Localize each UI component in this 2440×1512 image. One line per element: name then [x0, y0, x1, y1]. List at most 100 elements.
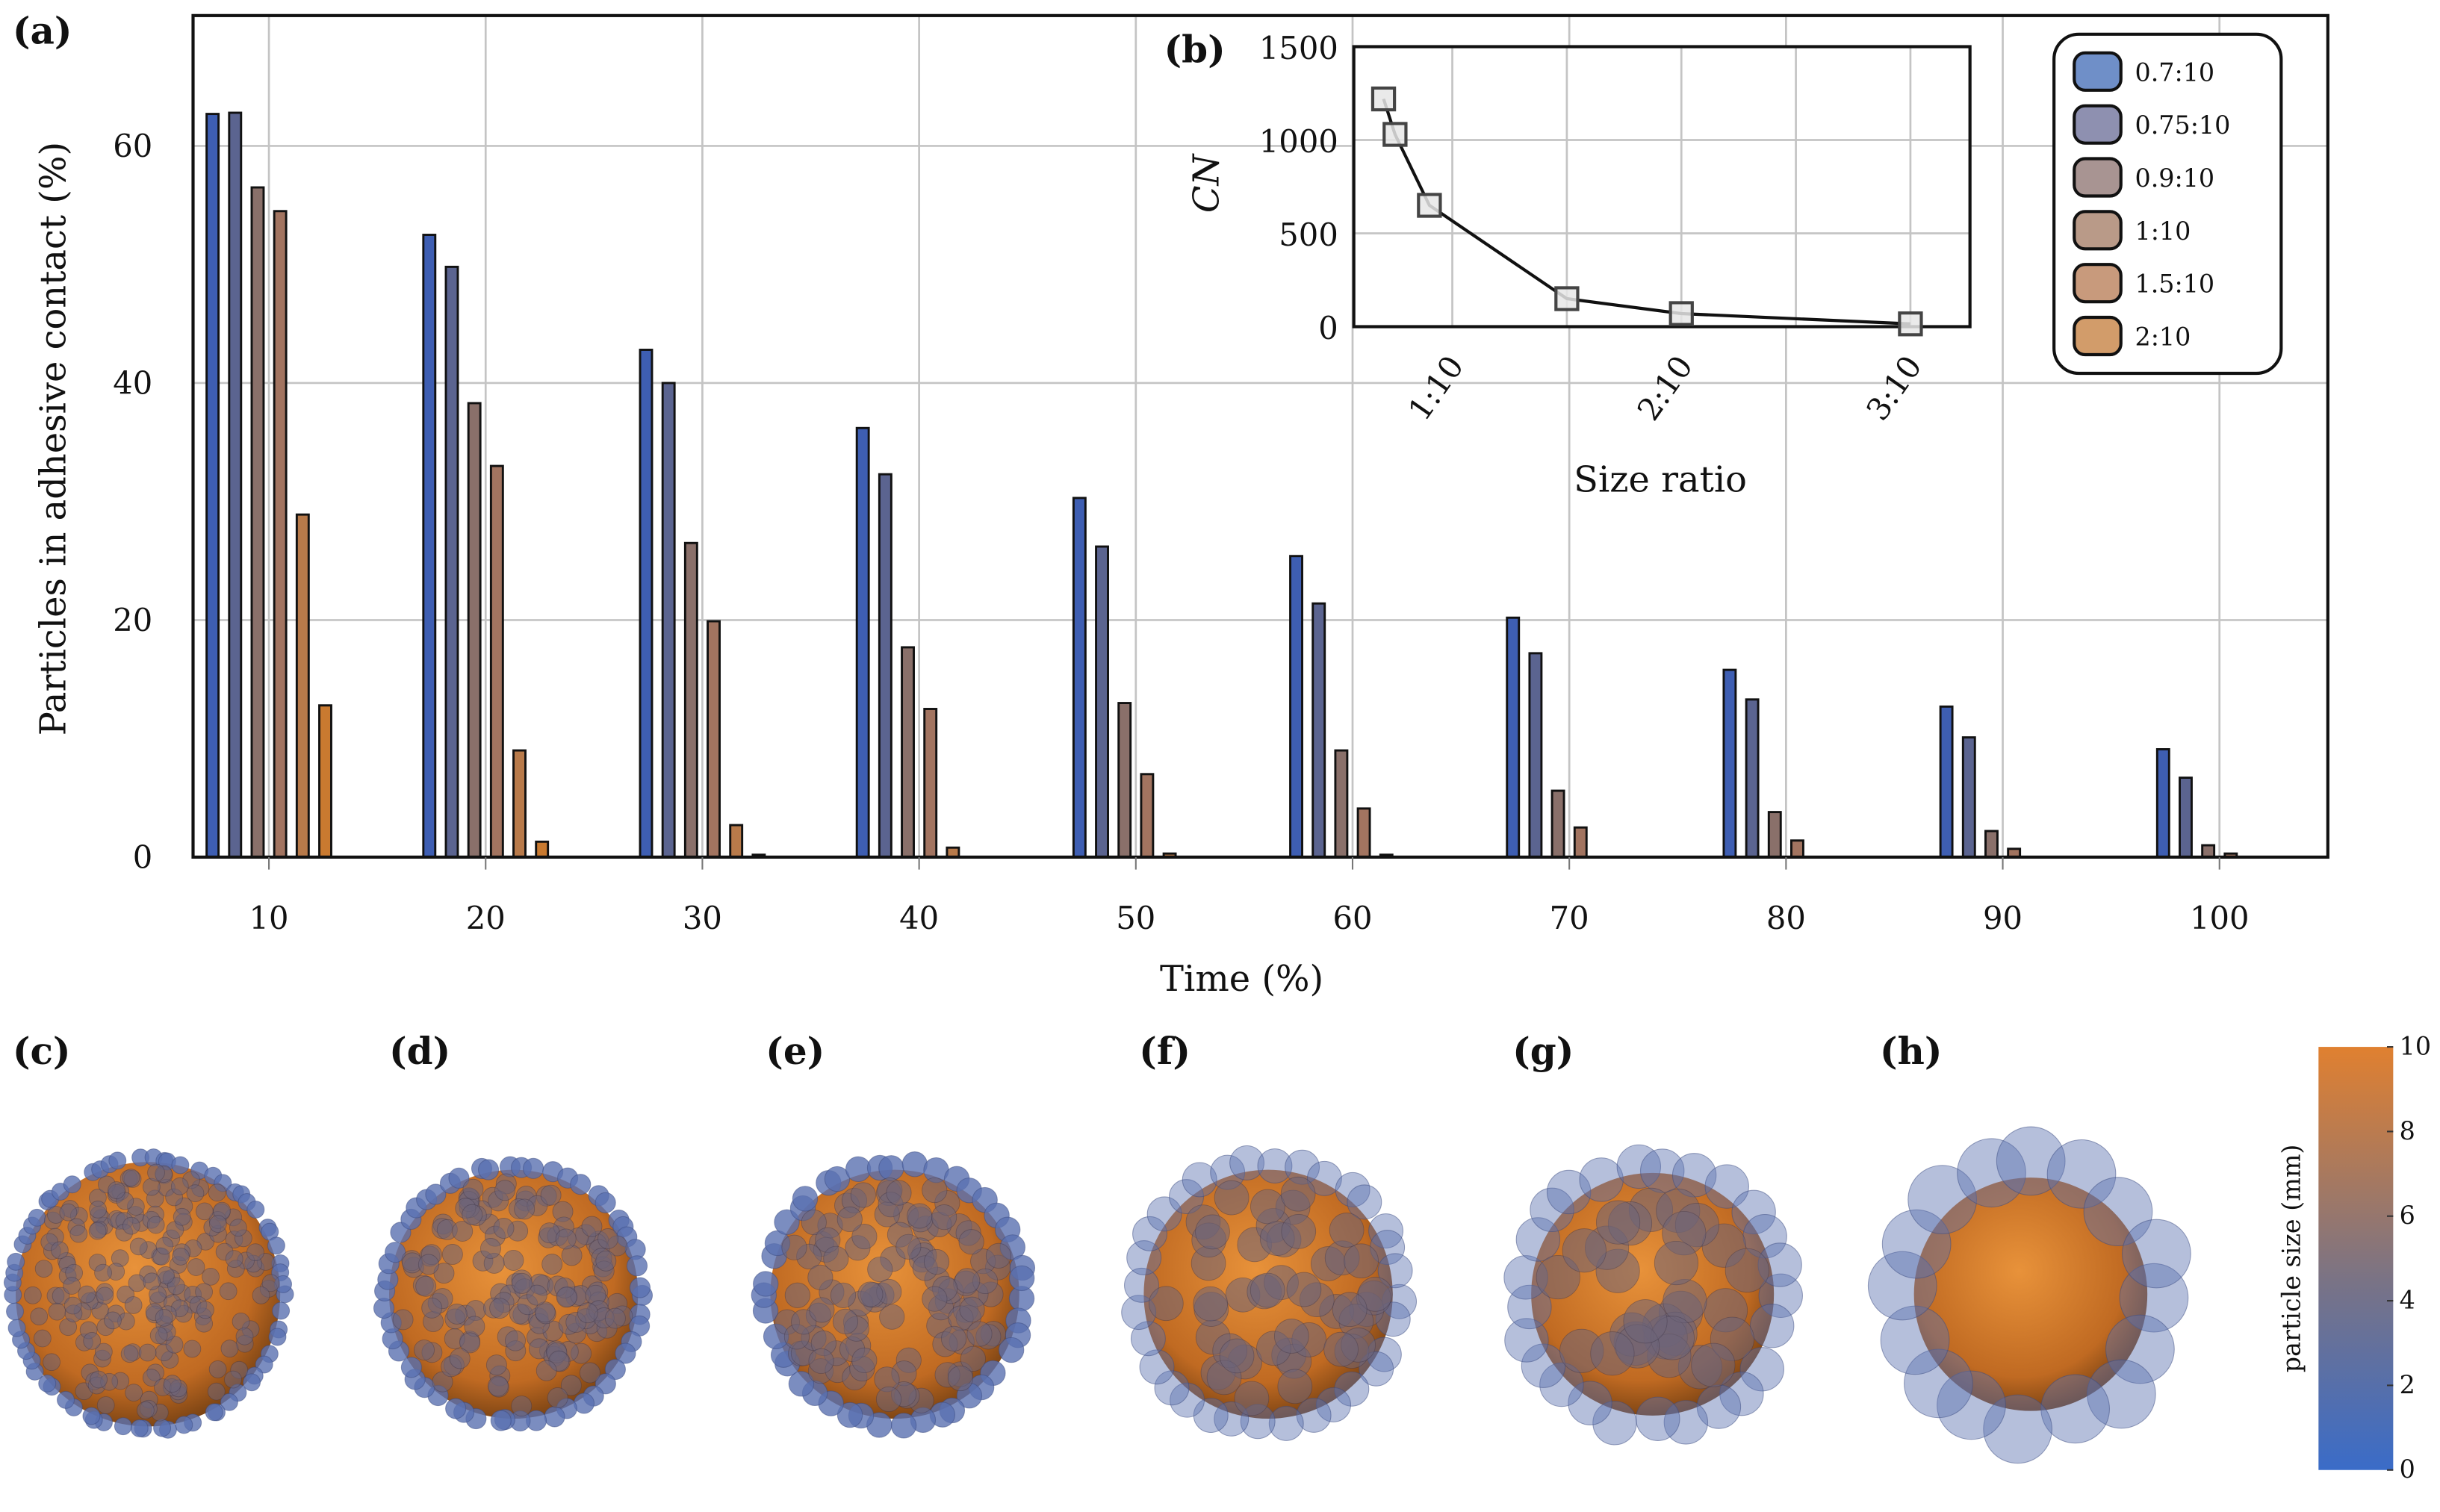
guest-particle: [1867, 1251, 1937, 1321]
bar-0-75-10: [878, 473, 893, 859]
guest-particle: [96, 1287, 114, 1305]
panel-label-a: (a): [13, 8, 72, 52]
colorbar-tick-label: 10: [2400, 1032, 2431, 1061]
guest-particle: [1562, 1228, 1607, 1273]
guest-particle: [1530, 1187, 1574, 1233]
cn-marker: [1370, 86, 1397, 112]
guest-particle: [2086, 1359, 2156, 1429]
bar-1-10: [1790, 839, 1804, 859]
guest-particle: [1130, 1321, 1166, 1357]
guest-particle: [208, 1215, 227, 1233]
guest-particle: [1739, 1347, 1784, 1392]
guest-particle: [220, 1393, 238, 1411]
guest-particle: [130, 1419, 149, 1437]
guest-particle: [954, 1268, 981, 1294]
guest-particle: [595, 1192, 616, 1213]
bar-1-10: [489, 464, 504, 859]
guest-particle: [1124, 1267, 1159, 1303]
x-tick-label: 20: [466, 900, 506, 936]
guest-particle: [792, 1186, 819, 1212]
guest-particle: [1323, 1331, 1359, 1367]
legend-swatch: [2073, 51, 2123, 92]
guest-particle: [895, 1233, 922, 1260]
guest-particle: [544, 1406, 565, 1428]
guest-particle: [155, 1236, 174, 1255]
guest-particle: [824, 1166, 851, 1192]
guest-particle: [147, 1163, 165, 1182]
guest-particle: [836, 1401, 863, 1428]
guest-particle: [425, 1183, 447, 1205]
guest-particle: [252, 1286, 270, 1304]
guest-particle: [449, 1348, 471, 1369]
x-tick-label: 90: [1983, 900, 2023, 936]
guest-particle: [69, 1225, 88, 1243]
guest-particle: [208, 1183, 226, 1202]
guest-particle: [43, 1353, 60, 1372]
guest-particle: [108, 1151, 127, 1170]
guest-particle: [867, 1256, 893, 1283]
guest-particle: [1719, 1371, 1764, 1416]
guest-particle: [33, 1329, 52, 1348]
guest-particle: [1758, 1273, 1803, 1319]
guest-particle: [452, 1220, 474, 1242]
guest-particle: [207, 1382, 226, 1401]
y-tick-label: 0: [133, 839, 153, 876]
bar-0-7-10: [422, 234, 437, 859]
legend-swatch: [2073, 263, 2123, 304]
guest-particle: [195, 1202, 214, 1221]
legend-swatch: [2073, 104, 2123, 145]
guest-particle: [1132, 1216, 1167, 1251]
guest-particle: [907, 1203, 933, 1229]
guest-particle: [808, 1348, 834, 1374]
guest-particle: [2105, 1314, 2175, 1384]
bar-1-10: [1573, 826, 1588, 859]
legend-label: 2:10: [2135, 323, 2191, 352]
guest-particle: [90, 1370, 108, 1389]
colorbar-tick-label: 4: [2400, 1286, 2415, 1315]
bar-1-5-10: [295, 513, 310, 859]
colorbar-tick-label: 2: [2400, 1370, 2415, 1399]
guest-particle: [187, 1258, 205, 1276]
guest-particle: [487, 1375, 509, 1397]
guest-particle: [1654, 1240, 1699, 1286]
legend-swatch: [2073, 157, 2123, 198]
guest-particle: [1008, 1265, 1035, 1292]
guest-particle: [243, 1373, 261, 1392]
bar-0-75-10: [444, 265, 459, 859]
guest-particle: [170, 1177, 189, 1195]
main-axes-frame: [191, 13, 2329, 859]
guest-particle: [1536, 1254, 1580, 1300]
guest-particle: [547, 1387, 568, 1408]
guest-particle: [114, 1417, 132, 1436]
guest-particle: [875, 1386, 902, 1413]
guest-particle: [1306, 1160, 1342, 1196]
guest-particle: [505, 1330, 526, 1351]
guest-particle: [1907, 1165, 1977, 1234]
main-y-label: Particles in adhesive contact (%): [34, 142, 75, 735]
guest-particle: [1219, 1338, 1255, 1374]
guest-particle: [493, 1218, 515, 1239]
guest-particle: [1368, 1213, 1404, 1249]
guest-particle: [1358, 1276, 1393, 1312]
y-tick-label: 20: [113, 602, 152, 638]
guest-particle: [931, 1204, 957, 1231]
particle-snapshot: [373, 1156, 654, 1432]
guest-particle: [225, 1250, 243, 1268]
guest-particle: [1182, 1162, 1217, 1198]
guest-particle: [125, 1384, 143, 1402]
bar-0-7-10: [2155, 748, 2170, 859]
guest-particle: [1590, 1331, 1635, 1376]
guest-particle: [1750, 1304, 1795, 1348]
guest-particle: [122, 1169, 140, 1187]
guest-particle: [129, 1237, 148, 1256]
inset-y-tick-label: 500: [1279, 217, 1338, 253]
guest-particle: [415, 1275, 437, 1297]
guest-particle: [2040, 1374, 2110, 1444]
guest-particle: [485, 1354, 507, 1376]
guest-particle: [63, 1296, 82, 1315]
x-tick-label: 70: [1550, 900, 1589, 936]
guest-particle: [138, 1343, 157, 1362]
guest-particle: [172, 1248, 190, 1266]
guest-particle: [7, 1252, 25, 1271]
guest-particle: [268, 1328, 287, 1346]
